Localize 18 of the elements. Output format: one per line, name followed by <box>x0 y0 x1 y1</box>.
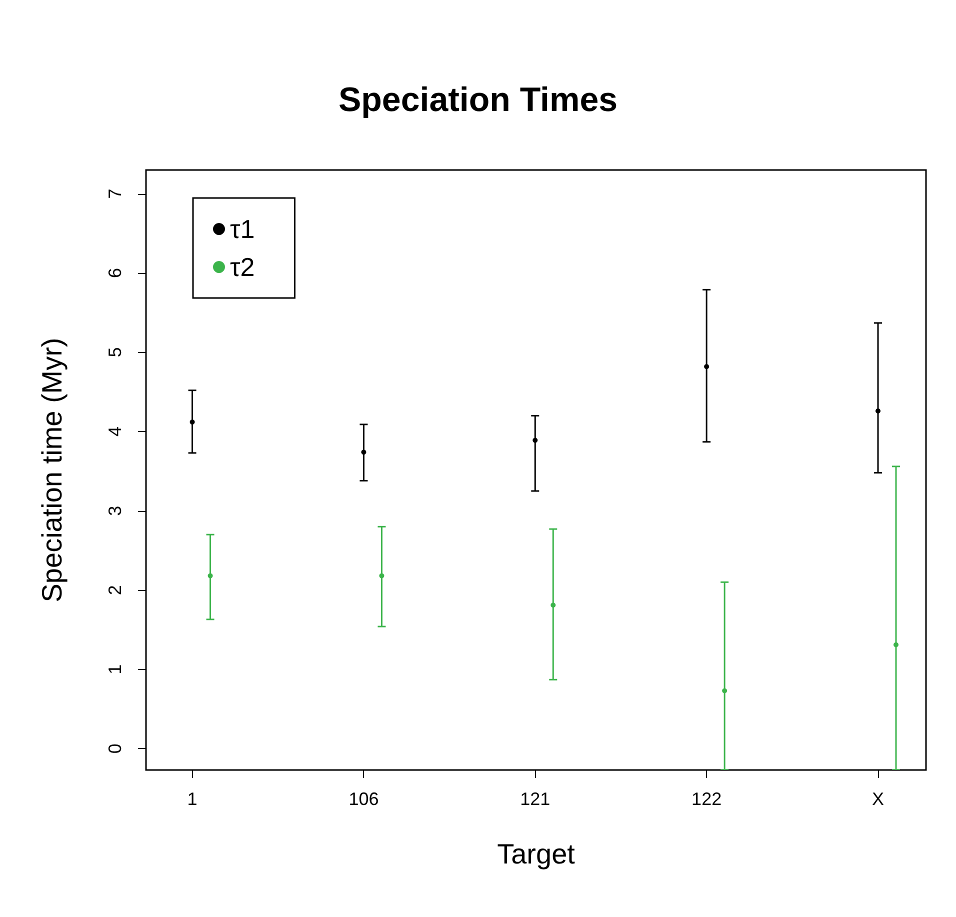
x-tick-label: 122 <box>692 789 722 809</box>
x-tick-label: 121 <box>520 789 550 809</box>
y-tick-label: 2 <box>105 585 125 596</box>
y-tick-label: 1 <box>105 664 125 674</box>
legend-label: τ1 <box>230 214 255 244</box>
y-tick-label: 3 <box>105 506 125 516</box>
x-axis-title: Target <box>497 838 576 870</box>
legend-label: τ2 <box>230 252 255 282</box>
y-tick-label: 6 <box>105 268 125 278</box>
y-tick-label: 4 <box>105 426 125 437</box>
y-axis-title: Speciation time (Myr) <box>36 338 68 602</box>
y-tick-label: 5 <box>105 347 125 358</box>
y-tick-label: 7 <box>105 188 125 199</box>
x-tick-label: 1 <box>187 789 198 809</box>
y-tick-label: 0 <box>105 744 125 754</box>
chart-title: Speciation Times <box>338 81 618 119</box>
x-tick-label: X <box>872 789 884 809</box>
x-tick-label: 106 <box>348 789 379 809</box>
